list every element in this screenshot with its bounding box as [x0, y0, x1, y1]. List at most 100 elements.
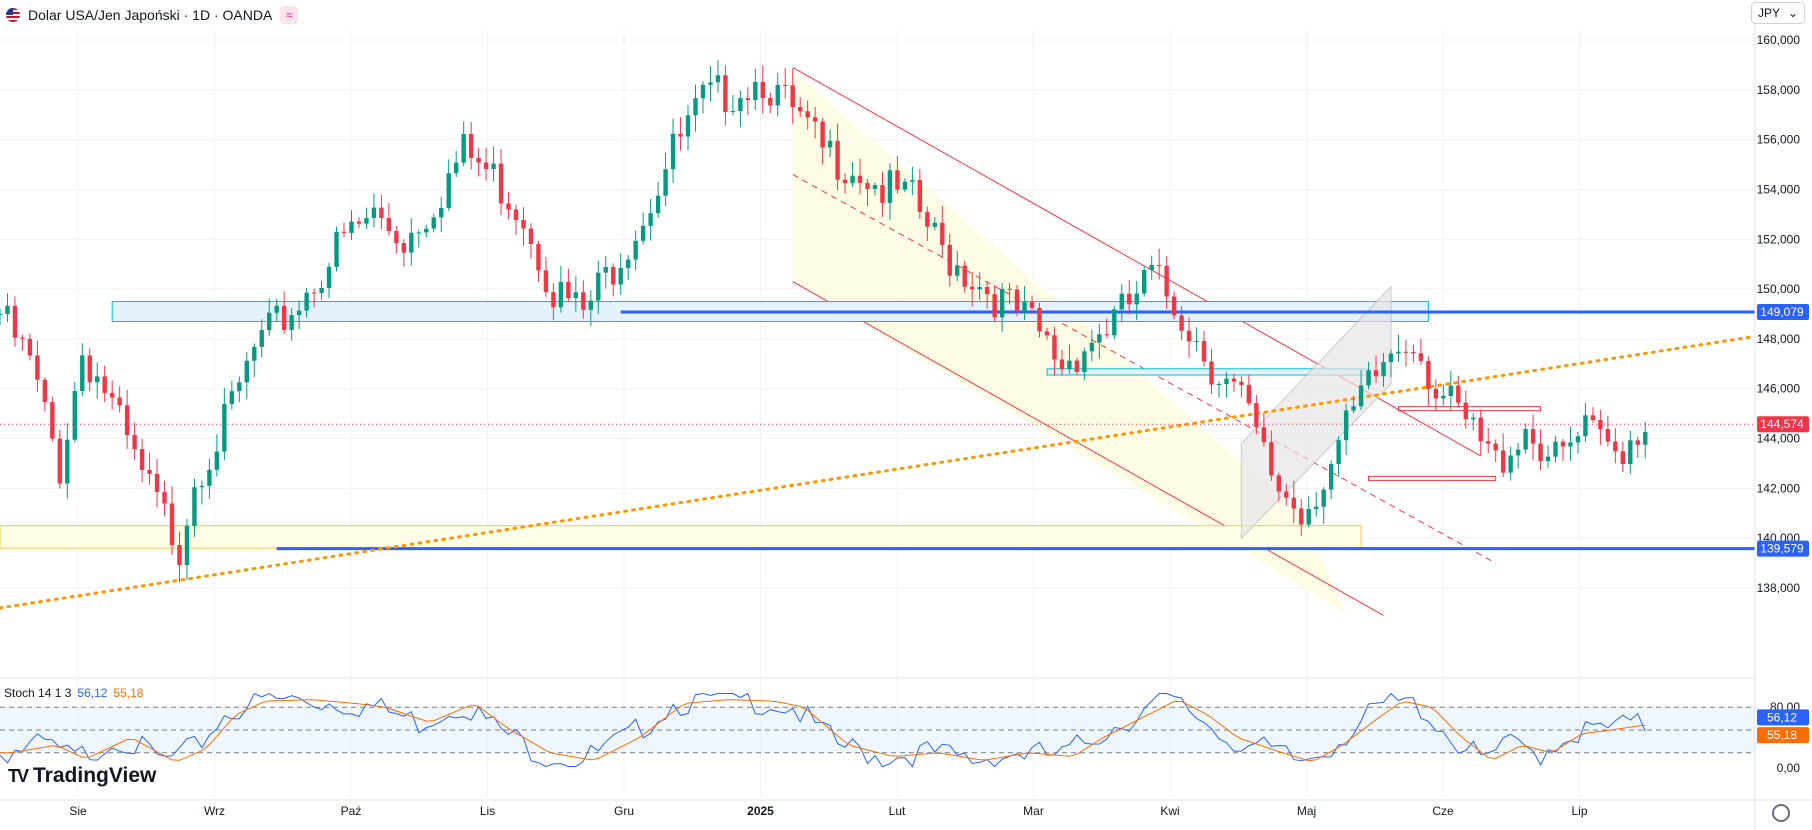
symbol-header[interactable]: Dolar USA/Jen Japoński · 1D · OANDA ≈: [6, 5, 299, 25]
candle-body: [1403, 351, 1409, 353]
candle-body: [730, 110, 736, 113]
candle-body: [72, 391, 77, 440]
candle-body: [506, 203, 511, 210]
logo-text: TradingView: [33, 764, 157, 787]
y-tick-label: 148,000: [1757, 332, 1801, 346]
candle-body: [573, 292, 579, 299]
x-tick-label: Cze: [1432, 804, 1454, 818]
candle-body: [1179, 315, 1184, 331]
candle-body: [992, 294, 997, 318]
candle-body: [1418, 353, 1424, 361]
x-tick-label: 2025: [747, 804, 774, 818]
candle-body: [27, 338, 33, 356]
candle-body: [80, 355, 85, 392]
candle-body: [274, 305, 279, 313]
tradingview-logo[interactable]: TV TradingView: [8, 764, 156, 788]
candle-body: [932, 222, 938, 227]
candle-body: [57, 438, 63, 484]
candle-body: [1351, 406, 1356, 411]
candle-body: [1089, 342, 1095, 352]
y-tick-label: 156,000: [1757, 133, 1801, 147]
y-tick-label: 160,000: [1757, 33, 1801, 47]
candle-body: [1074, 360, 1080, 372]
candle-body: [1575, 436, 1581, 443]
currency-selector[interactable]: JPY ⌄: [1751, 2, 1805, 24]
candle-body: [1261, 427, 1267, 443]
candle-body: [1097, 334, 1102, 343]
candle-body: [483, 162, 489, 170]
candle-body: [1605, 429, 1611, 442]
candle-body: [468, 133, 474, 158]
x-tick-label: Wrz: [204, 804, 225, 818]
candle-body: [229, 391, 235, 405]
candle-body: [611, 266, 616, 285]
candle-body: [865, 182, 870, 189]
candle-body: [1201, 340, 1207, 362]
candle-body: [1186, 330, 1192, 342]
candle-body: [1216, 384, 1222, 386]
candle-body: [386, 217, 392, 232]
candle-body: [618, 267, 623, 285]
candle-body: [588, 300, 593, 310]
candle-body: [655, 195, 661, 214]
candle-body: [42, 379, 48, 403]
candle-body: [917, 180, 923, 212]
candle-body: [1545, 456, 1551, 462]
candle-body: [1022, 302, 1027, 311]
candle-body: [1486, 441, 1491, 444]
candle-body: [65, 439, 70, 484]
candle-body: [640, 225, 646, 241]
candle-body: [1411, 351, 1416, 354]
candle-body: [1366, 370, 1371, 386]
stoch-d-line: [0, 699, 1646, 762]
candle-body: [1493, 443, 1498, 451]
us-flag-icon: [6, 8, 20, 22]
stochastic-legend[interactable]: Stoch 14 1 3 56,12 55,18: [4, 686, 143, 700]
candle-body: [1082, 351, 1087, 372]
candle-body: [880, 185, 885, 203]
candle-body: [1530, 429, 1536, 444]
stoch-value-tag: [1757, 727, 1809, 744]
candle-body: [1194, 340, 1199, 342]
candle-body: [940, 222, 945, 245]
candle-body: [349, 221, 354, 233]
candle-body: [633, 240, 638, 260]
candle-body: [5, 305, 10, 314]
candle-body: [12, 305, 18, 338]
candle-body: [1321, 489, 1326, 507]
current-price-tag: [1757, 416, 1809, 433]
gear-icon[interactable]: [1772, 804, 1790, 822]
candle-body: [207, 469, 212, 486]
candle-body: [543, 270, 549, 293]
candle-body: [409, 232, 414, 253]
candle-body: [693, 98, 698, 116]
current-price-label: 144,574: [1760, 417, 1804, 431]
candle-body: [192, 487, 197, 526]
candle-body: [648, 213, 653, 226]
candle-body: [1538, 443, 1543, 462]
candle-body: [1149, 264, 1154, 271]
candle-body: [476, 157, 481, 163]
candle-body: [1500, 450, 1506, 473]
candle-body: [1448, 385, 1454, 396]
candle-body: [1396, 351, 1401, 354]
candle-body: [1613, 441, 1618, 452]
candle-body: [162, 492, 167, 504]
candle-body: [812, 117, 818, 122]
candle-body: [289, 315, 294, 331]
candle-body: [955, 265, 960, 276]
candle-body: [895, 170, 900, 190]
candle-body: [169, 503, 175, 545]
candle-body: [1426, 360, 1431, 389]
candle-body: [237, 382, 242, 392]
candle-body: [453, 162, 459, 174]
candle-body: [281, 305, 287, 331]
wave-icon[interactable]: ≈: [280, 6, 299, 24]
stoch-value-label: 55,18: [1767, 728, 1797, 742]
x-tick-label: Lut: [889, 804, 906, 818]
candle-body: [461, 133, 466, 163]
stoch-value-label: 56,12: [1767, 710, 1797, 724]
candle-body: [775, 84, 780, 106]
candle-body: [139, 449, 145, 470]
